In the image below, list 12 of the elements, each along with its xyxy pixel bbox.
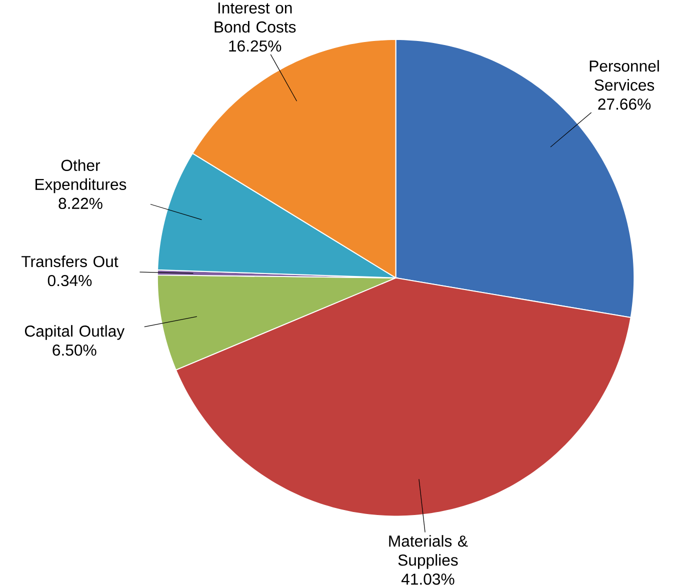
data-label: 0.34% <box>48 274 92 286</box>
slice-label: Interest on Bond Costs <box>214 2 296 32</box>
data-label: 6.50% <box>52 344 96 356</box>
slice-label: Personnel Services <box>590 60 659 91</box>
data-label: 27.66% <box>598 98 651 110</box>
data-label: 41.03% <box>401 573 454 585</box>
slice-label: Capital Outlay <box>24 324 125 340</box>
slice-label: Materials & Supplies <box>389 534 468 569</box>
slice-label: Transfers Out <box>22 255 118 268</box>
data-label: 8.22% <box>58 198 102 209</box>
data-label: 16.25% <box>229 40 282 52</box>
slice-label: Other Expenditures <box>36 159 126 193</box>
